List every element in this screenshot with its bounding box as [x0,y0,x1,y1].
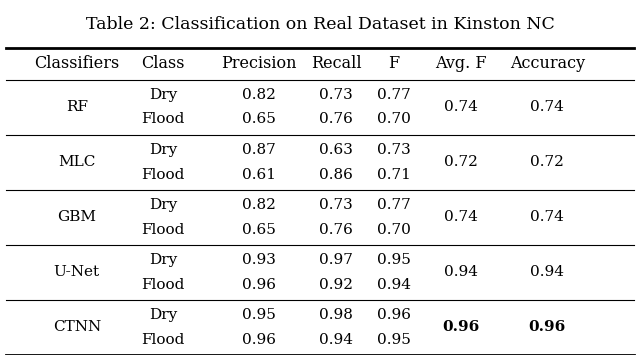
Text: 0.76: 0.76 [319,223,353,236]
Text: 0.73: 0.73 [319,198,353,212]
Text: CTNN: CTNN [52,321,101,334]
Text: Classifiers: Classifiers [34,55,120,72]
Text: Flood: Flood [141,333,185,346]
Text: 0.77: 0.77 [377,198,410,212]
Text: 0.96: 0.96 [376,308,411,322]
Text: 0.72: 0.72 [531,155,564,169]
Text: 0.74: 0.74 [531,100,564,114]
Text: F: F [388,55,399,72]
Text: 0.94: 0.94 [444,266,478,279]
Text: Dry: Dry [149,308,177,322]
Text: 0.92: 0.92 [319,278,353,291]
Text: Dry: Dry [149,253,177,267]
Text: RF: RF [66,100,88,114]
Text: 0.73: 0.73 [319,88,353,102]
Text: Table 2: Classification on Real Dataset in Kinston NC: Table 2: Classification on Real Dataset … [86,16,554,33]
Text: 0.70: 0.70 [377,223,410,236]
Text: 0.96: 0.96 [442,321,479,334]
Text: 0.95: 0.95 [377,333,410,346]
Text: 0.76: 0.76 [319,113,353,126]
Text: Flood: Flood [141,113,185,126]
Text: Flood: Flood [141,278,185,291]
Text: Avg. F: Avg. F [435,55,486,72]
Text: 0.74: 0.74 [531,211,564,224]
Text: 0.70: 0.70 [377,113,410,126]
Text: 0.82: 0.82 [243,88,276,102]
Text: Class: Class [141,55,185,72]
Text: 0.96: 0.96 [242,278,276,291]
Text: 0.74: 0.74 [444,100,477,114]
Text: 0.98: 0.98 [319,308,353,322]
Text: 0.86: 0.86 [319,168,353,181]
Text: 0.94: 0.94 [376,278,411,291]
Text: 0.61: 0.61 [242,168,276,181]
Text: Precision: Precision [221,55,297,72]
Text: 0.97: 0.97 [319,253,353,267]
Text: 0.71: 0.71 [377,168,410,181]
Text: 0.95: 0.95 [243,308,276,322]
Text: 0.65: 0.65 [243,113,276,126]
Text: 0.63: 0.63 [319,143,353,157]
Text: U-Net: U-Net [54,266,100,279]
Text: 0.74: 0.74 [444,211,477,224]
Text: 0.93: 0.93 [243,253,276,267]
Text: MLC: MLC [58,155,95,169]
Text: 0.95: 0.95 [377,253,410,267]
Text: 0.65: 0.65 [243,223,276,236]
Text: 0.72: 0.72 [444,155,477,169]
Text: GBM: GBM [58,211,96,224]
Text: Recall: Recall [310,55,362,72]
Text: Flood: Flood [141,223,185,236]
Text: 0.73: 0.73 [377,143,410,157]
Text: 0.87: 0.87 [243,143,276,157]
Text: 0.96: 0.96 [529,321,566,334]
Text: Dry: Dry [149,88,177,102]
Text: 0.77: 0.77 [377,88,410,102]
Text: 0.82: 0.82 [243,198,276,212]
Text: Flood: Flood [141,168,185,181]
Text: 0.96: 0.96 [242,333,276,346]
Text: Dry: Dry [149,198,177,212]
Text: 0.94: 0.94 [319,333,353,346]
Text: Accuracy: Accuracy [509,55,585,72]
Text: Dry: Dry [149,143,177,157]
Text: 0.94: 0.94 [530,266,564,279]
